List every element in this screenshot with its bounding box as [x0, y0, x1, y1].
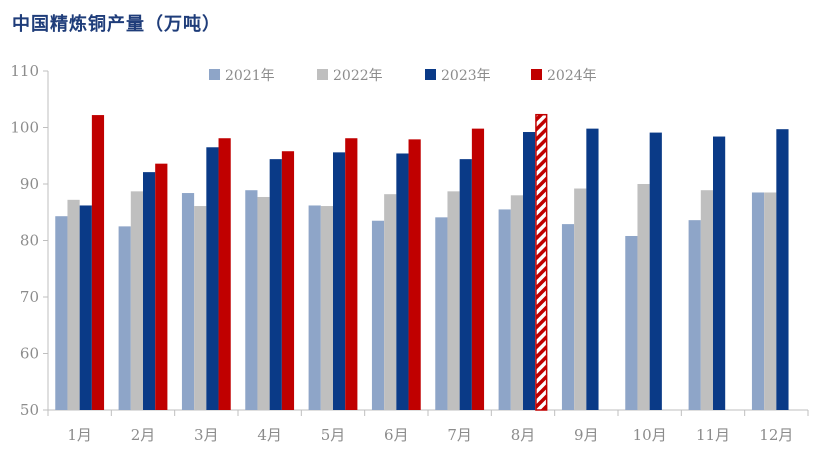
y-tick-label: 100 [10, 119, 39, 137]
bar-2021年-9月 [561, 224, 575, 410]
chart-title: 中国精炼铜产量（万吨） [12, 14, 221, 35]
bar-2022年-10月 [637, 184, 650, 410]
x-tick-label: 2月 [131, 426, 156, 444]
bar-2021年-7月 [435, 217, 448, 410]
legend-swatch-2024年 [531, 69, 542, 80]
bar-2023年-7月 [459, 159, 472, 410]
bar-2024年-2月 [155, 163, 168, 410]
legend-swatch-2023年 [425, 69, 436, 80]
legend-label: 2023年 [441, 68, 491, 84]
bar-2021年-1月 [55, 216, 68, 410]
x-tick-label: 8月 [511, 426, 536, 444]
x-tick-label: 12月 [759, 426, 793, 444]
bar-2023年-4月 [269, 159, 282, 410]
legend-label: 2021年 [225, 68, 275, 84]
bar-2022年-11月 [700, 190, 713, 410]
bar-2023年-12月 [776, 129, 789, 410]
bar-2024年-1月 [91, 115, 105, 410]
x-tick-label: 5月 [321, 426, 346, 444]
bar-2023年-3月 [206, 147, 219, 410]
x-tick-label: 11月 [696, 426, 730, 444]
x-tick-label: 4月 [257, 426, 282, 444]
bar-2023年-10月 [649, 132, 662, 410]
y-tick-label: 70 [20, 288, 39, 306]
bar-2021年-8月 [498, 209, 511, 410]
bar-2022年-7月 [447, 191, 460, 410]
y-tick-label: 50 [20, 401, 39, 419]
bar-2023年-9月 [586, 128, 599, 410]
y-tick-label: 60 [20, 345, 39, 363]
bar-2024年-3月 [218, 138, 231, 411]
y-tick-label: 110 [10, 62, 39, 80]
bar-2023年-11月 [713, 136, 726, 411]
bar-2022年-9月 [574, 188, 587, 410]
bar-2023年-2月 [143, 172, 156, 410]
bar-2021年-3月 [181, 193, 195, 410]
bar-2021年-10月 [625, 235, 638, 410]
bar-2024年-5月 [345, 138, 358, 411]
legend-swatch-2021年 [209, 69, 220, 80]
x-tick-label: 10月 [633, 426, 667, 444]
bar-2022年-1月 [67, 199, 80, 410]
bar-2021年-12月 [751, 192, 765, 410]
bar-2023年-8月 [523, 132, 536, 410]
bar-2024年-4月 [281, 151, 295, 411]
bar-2023年-5月 [333, 152, 346, 411]
bar-2022年-6月 [384, 194, 397, 410]
bar-2021年-5月 [308, 205, 321, 410]
bar-2024年-7月 [471, 128, 485, 410]
x-tick-label: 7月 [447, 426, 472, 444]
legend-label: 2024年 [547, 68, 597, 84]
bar-2022年-5月 [320, 206, 333, 410]
bar-2022年-4月 [257, 196, 270, 410]
bar-2021年-11月 [688, 220, 701, 410]
bar-2022年-12月 [764, 192, 777, 410]
bar-2023年-6月 [396, 153, 409, 411]
bar-2021年-6月 [371, 220, 385, 410]
bar-2022年-8月 [510, 195, 523, 410]
legend-label: 2022年 [333, 68, 383, 84]
x-tick-label: 3月 [194, 426, 219, 444]
x-tick-label: 1月 [67, 426, 92, 444]
bar-2022年-3月 [194, 206, 207, 410]
y-tick-label: 90 [20, 175, 39, 193]
bar-2023年-1月 [79, 205, 92, 410]
x-tick-label: 9月 [574, 426, 599, 444]
bar-2024年-8月 [535, 113, 548, 411]
bar-2022年-2月 [130, 191, 143, 410]
y-tick-label: 80 [20, 232, 39, 250]
bar-2021年-4月 [245, 190, 258, 410]
legend-swatch-2022年 [317, 69, 328, 80]
bar-2021年-2月 [118, 226, 131, 410]
bar-2024年-6月 [408, 139, 421, 411]
x-tick-label: 6月 [384, 426, 409, 444]
